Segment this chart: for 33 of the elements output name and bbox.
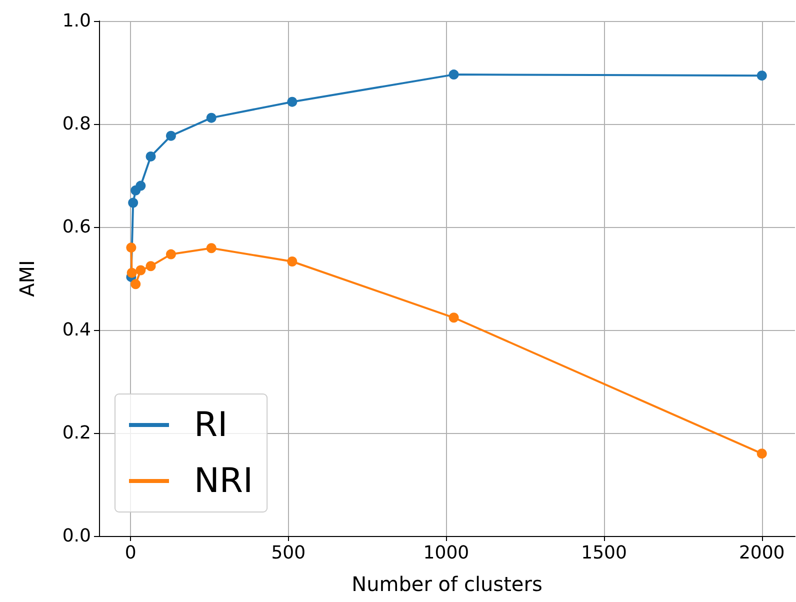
x-tick-label: 1000 — [423, 542, 470, 564]
point — [756, 448, 767, 459]
y-tick-label: 0.2 — [62, 422, 91, 444]
y-tick-label: 0.0 — [62, 526, 91, 546]
point — [146, 151, 156, 162]
x-tick-label: 0 — [124, 542, 136, 564]
point — [448, 312, 459, 323]
legend-label: NRI — [194, 461, 254, 501]
y-tick-label: 1.0 — [62, 10, 91, 32]
point — [126, 268, 137, 278]
x-tick-label: 500 — [271, 542, 306, 564]
point — [166, 130, 176, 141]
point — [287, 256, 298, 266]
point — [130, 279, 141, 290]
x-tick-label: 1500 — [581, 542, 627, 564]
y-axis-title: AMI — [15, 260, 39, 297]
y-tick-label: 0.6 — [62, 216, 91, 238]
point — [146, 261, 156, 272]
point — [448, 70, 459, 80]
point — [128, 198, 138, 208]
point — [287, 96, 298, 107]
x-tick-label: 2000 — [738, 542, 785, 564]
point — [756, 70, 767, 81]
point — [136, 265, 146, 276]
x-axis-title: Number of clusters — [352, 572, 542, 596]
y-tick-label: 0.4 — [62, 320, 91, 340]
point — [206, 243, 216, 254]
y-tick-label: 0.8 — [62, 114, 91, 134]
point — [166, 249, 176, 260]
point — [126, 242, 136, 253]
point — [136, 180, 146, 191]
legend-label: RI — [194, 405, 228, 445]
point — [206, 112, 216, 123]
